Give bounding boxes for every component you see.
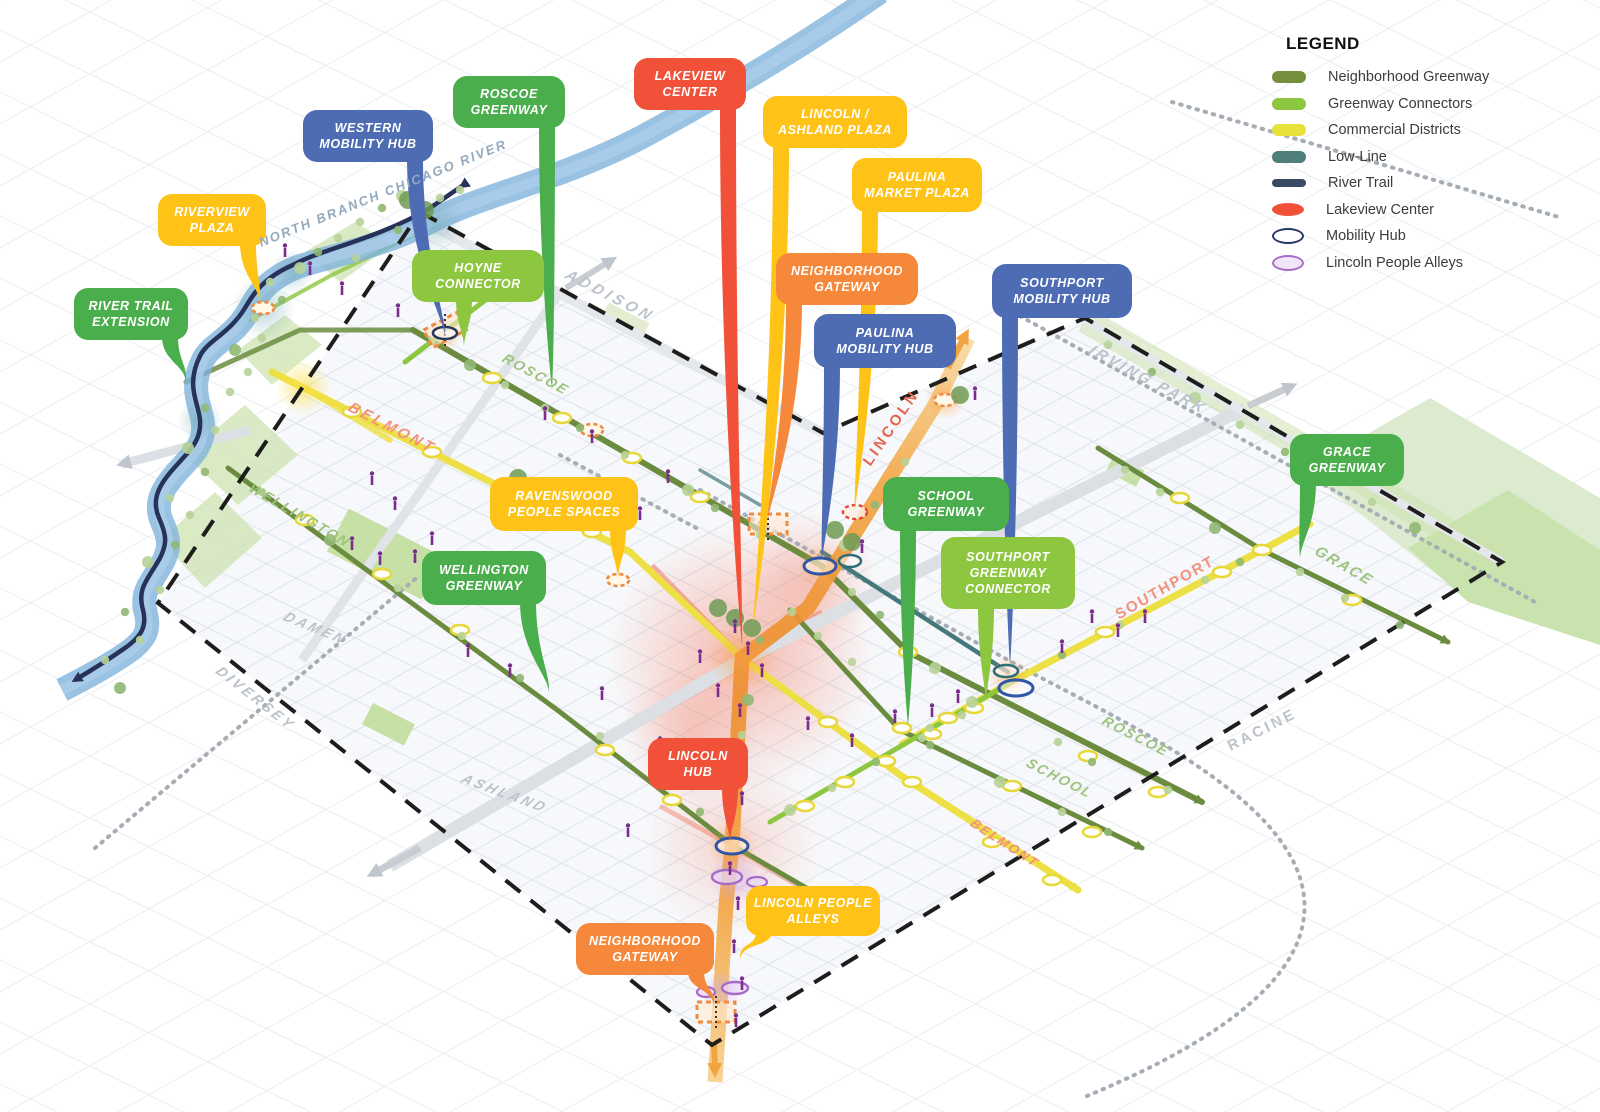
callout-southport-greenway-connector: SOUTHPORT GREENWAY CONNECTOR: [941, 537, 1075, 609]
legend-item-lincoln-people-alleys: Lincoln People Alleys: [1258, 250, 1538, 277]
legend-item-label: River Trail: [1328, 175, 1394, 192]
callout-tail-paulina-mobility-hub: [821, 364, 840, 560]
legend-item-neighborhood-greenway: Neighborhood Greenway: [1258, 64, 1538, 91]
callout-tail-ravenswood-people-spaces: [610, 527, 626, 578]
callout-lincoln-hub: LINCOLN HUB: [648, 738, 748, 790]
legend-item-low-line: Low-Line: [1258, 144, 1538, 171]
callout-southport-mobility-hub: SOUTHPORT MOBILITY HUB: [992, 264, 1132, 318]
legend-swatch-icon: [1272, 97, 1306, 110]
callout-tail-neighborhood-gateway-south: [688, 971, 715, 1006]
legend-swatch-icon: [1272, 203, 1304, 217]
callout-wellington-greenway: WELLINGTON GREENWAY: [422, 551, 546, 605]
callout-school-greenway: SCHOOL GREENWAY: [883, 477, 1009, 531]
callout-tail-lincoln-people-alleys: [739, 932, 772, 960]
callout-tail-grace-greenway: [1299, 482, 1316, 558]
callout-tail-school-greenway: [900, 527, 916, 726]
callout-tail-riverview-plaza: [240, 242, 261, 303]
low-line-route-2: [698, 468, 762, 507]
legend-item-label: Lincoln People Alleys: [1326, 254, 1464, 271]
callout-tail-hoyne-connector: [456, 298, 472, 346]
legend-item-label: Commercial Districts: [1328, 122, 1461, 139]
callout-lakeview-center: LAKEVIEW CENTER: [634, 58, 746, 110]
callout-lincoln-people-alleys: LINCOLN PEOPLE ALLEYS: [746, 886, 880, 936]
callout-tail-neighborhood-gateway-north: [767, 301, 802, 520]
legend-title: LEGEND: [1286, 34, 1360, 53]
callout-tail-roscoe-greenway: [539, 124, 555, 390]
legend-item-commercial-districts: Commercial Districts: [1258, 117, 1538, 144]
roscoe-greenway-route: [410, 327, 1205, 805]
callout-lincoln-ashland-plaza: LINCOLN / ASHLAND PLAZA: [763, 96, 907, 148]
callout-river-trail-extension: RIVER TRAIL EXTENSION: [74, 288, 188, 340]
people-figures: [282, 243, 1148, 1027]
legend-item-label: Lakeview Center: [1326, 201, 1434, 218]
legend-swatch-icon: [1272, 179, 1306, 188]
legend-item-label: Low-Line: [1328, 148, 1387, 165]
callout-paulina-mobility-hub: PAULINA MOBILITY HUB: [814, 314, 956, 368]
callout-roscoe-greenway: ROSCOE GREENWAY: [453, 76, 565, 128]
legend-item-label: Greenway Connectors: [1328, 95, 1473, 112]
low-line-route: [819, 549, 1011, 675]
callout-neighborhood-gateway-north: NEIGHBORHOOD GATEWAY: [776, 253, 918, 305]
callout-riverview-plaza: RIVERVIEW PLAZA: [158, 194, 266, 246]
callout-hoyne-connector: HOYNE CONNECTOR: [412, 250, 544, 302]
legend-swatch-icon: [1272, 71, 1306, 84]
callout-tail-river-trail-extension: [162, 336, 187, 382]
callout-western-mobility-hub: WESTERN MOBILITY HUB: [303, 110, 433, 162]
callout-tail-lakeview-center: [720, 106, 743, 645]
legend-swatch-icon: [1272, 150, 1306, 163]
legend-item-greenway-connectors: Greenway Connectors: [1258, 91, 1538, 118]
study-area-dashed-boundary: [155, 209, 1506, 1048]
callout-tail-lincoln-hub: [722, 786, 738, 842]
legend-item-label: Neighborhood Greenway: [1328, 69, 1490, 86]
legend-item-river-trail: River Trail: [1258, 170, 1538, 197]
legend: LEGEND Neighborhood Greenway Greenway Con…: [1258, 34, 1538, 276]
callout-ravenswood-people-spaces: RAVENSWOOD PEOPLE SPACES: [490, 477, 638, 531]
legend-item-label: Mobility Hub: [1326, 228, 1406, 245]
legend-swatch-icon: [1272, 254, 1304, 271]
legend-item-lakeview-center: Lakeview Center: [1258, 197, 1538, 224]
legend-swatch-icon: [1272, 228, 1304, 245]
callout-neighborhood-gateway-south: NEIGHBORHOOD GATEWAY: [576, 923, 714, 975]
callout-grace-greenway: GRACE GREENWAY: [1290, 434, 1404, 486]
street-trees: [100, 185, 1421, 837]
legend-swatch-icon: [1272, 124, 1306, 137]
legend-item-mobility-hub: Mobility Hub: [1258, 223, 1538, 250]
callout-paulina-market-plaza: PAULINA MARKET PLAZA: [852, 158, 982, 212]
callout-tail-wellington-greenway: [520, 601, 550, 692]
callout-tail-southport-greenway-connector: [978, 605, 994, 700]
callout-tail-southport-mobility-hub: [1002, 314, 1018, 666]
